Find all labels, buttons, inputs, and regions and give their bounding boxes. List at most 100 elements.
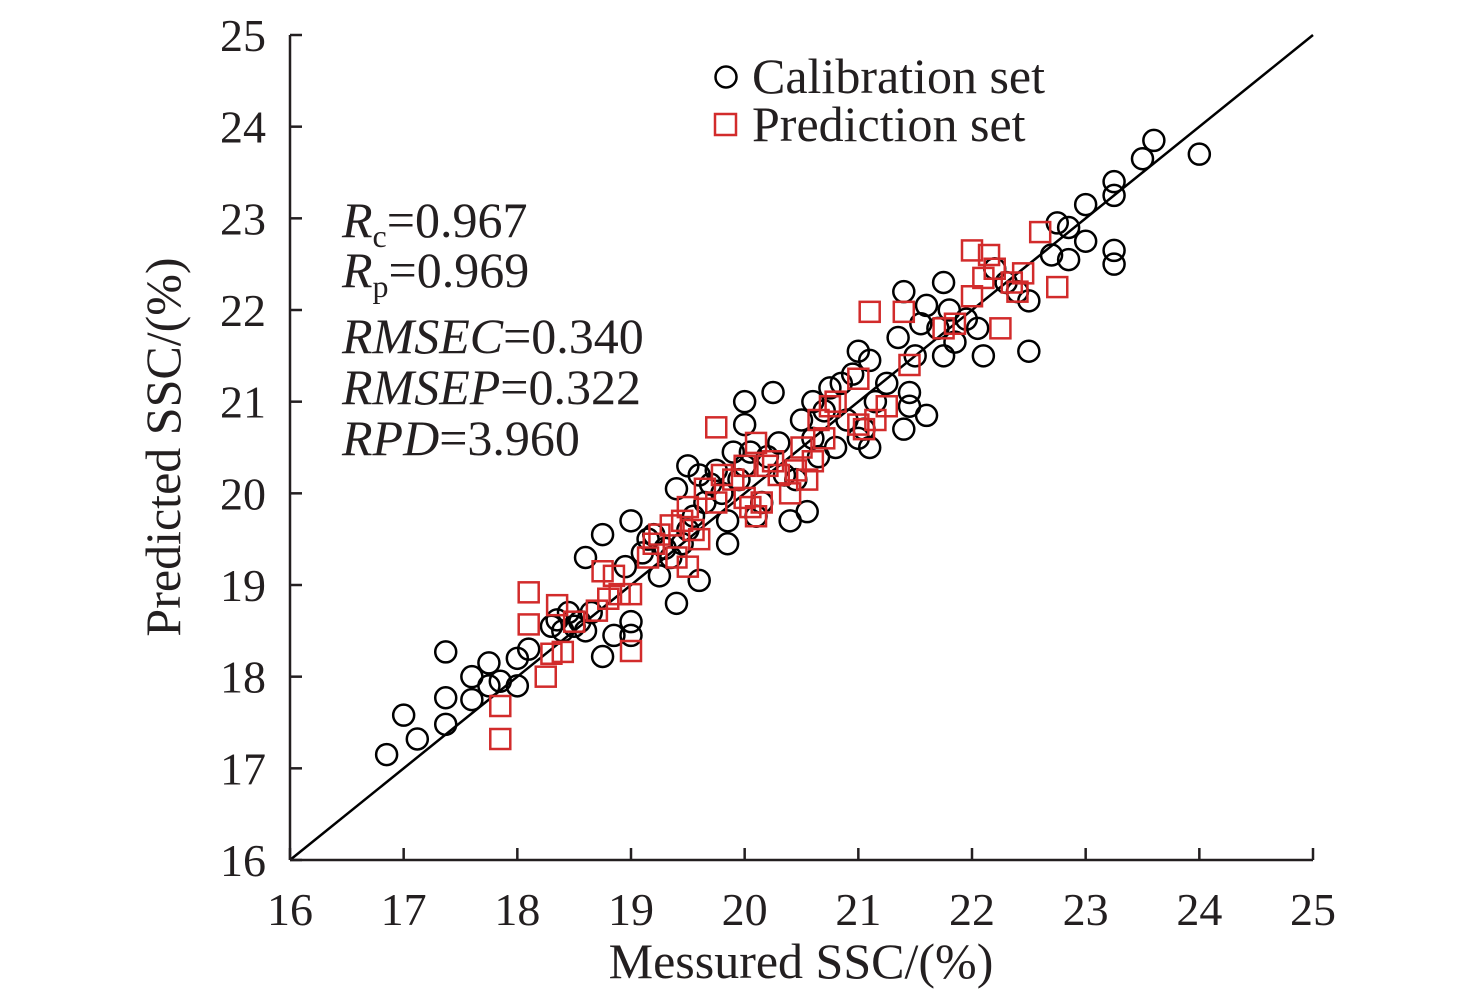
prediction-point [517, 581, 540, 604]
calibration-point [1073, 229, 1098, 253]
prediction-point [932, 317, 955, 340]
calibration-point [965, 316, 990, 341]
stat-rmsec: RMSEC=0.340 [341, 308, 644, 364]
points-layer [374, 128, 1212, 767]
x-axis-title: Messured SSC/(%) [609, 933, 994, 989]
calibration-point [619, 623, 643, 648]
prediction-point [733, 454, 756, 478]
prediction-point [795, 468, 819, 491]
y-tick-label: 24 [220, 102, 266, 153]
stat-rmsep: RMSEP=0.322 [341, 359, 641, 415]
reference-line-layer [289, 34, 1314, 861]
prediction-point [619, 639, 643, 663]
identity-line [289, 34, 1314, 861]
x-tick-label: 16 [267, 884, 313, 935]
calibration-point [433, 686, 458, 710]
prediction-point [676, 555, 700, 578]
stat-rpd: RPD=3.960 [341, 410, 580, 466]
calibration-point [590, 644, 615, 669]
calibration-point [892, 279, 916, 304]
prediction-point [778, 482, 802, 505]
y-tick-label: 19 [220, 560, 266, 611]
calibration-point [1142, 128, 1166, 153]
prediction-point [693, 477, 717, 500]
calibration-point [374, 742, 399, 767]
calibration-point [818, 376, 842, 400]
calibration-point [767, 431, 791, 455]
y-tick-label: 25 [220, 10, 266, 61]
calibration-point [1073, 192, 1098, 217]
x-tick-label: 25 [1290, 884, 1336, 935]
y-axis-title: Predicted SSC/(%) [135, 257, 191, 636]
y-tick-label: 18 [220, 652, 266, 703]
calibration-point [545, 608, 569, 632]
calibration-point [931, 270, 956, 295]
calibration-point [433, 640, 458, 664]
prediction-point [597, 587, 620, 610]
prediction-point [687, 527, 711, 551]
prediction-point [659, 514, 683, 537]
prediction-point [858, 300, 881, 324]
prediction-point [489, 694, 512, 718]
stat-rp: Rp=0.969 [341, 242, 529, 304]
prediction-point [744, 505, 768, 528]
prediction-point [722, 468, 745, 491]
calibration-point [1102, 238, 1126, 263]
calibration-point [1056, 215, 1081, 240]
prediction-point [989, 317, 1012, 340]
calibration-point [840, 362, 865, 386]
calibration-point [405, 727, 430, 751]
calibration-point [931, 344, 956, 368]
calibration-point [943, 330, 967, 354]
prediction-point [710, 463, 734, 487]
calibration-point [647, 564, 672, 588]
calibration-point [460, 687, 484, 712]
calibration-point [875, 371, 899, 396]
statistics-annotation: Rc=0.967 Rp=0.969 RMSEC=0.340 RMSEP=0.32… [341, 192, 644, 466]
calibration-point [886, 325, 910, 350]
prediction-point [812, 427, 836, 450]
prediction-point [1028, 220, 1052, 244]
calibration-point [664, 591, 689, 616]
calibration-point [391, 703, 416, 727]
calibration-point [795, 499, 819, 524]
calibration-point [789, 408, 814, 432]
axes-layer [288, 35, 1313, 862]
legend-label-calibration: Calibration set [752, 48, 1045, 104]
prediction-point [807, 408, 830, 432]
calibration-point [670, 532, 694, 556]
x-tick-label: 24 [1176, 884, 1222, 935]
prediction-point [1011, 262, 1035, 285]
calibration-point [1102, 183, 1126, 208]
prediction-point [960, 285, 984, 308]
prediction-point [585, 599, 609, 622]
calibration-point [732, 412, 757, 437]
prediction-point [977, 243, 1001, 267]
calibration-point [732, 454, 757, 478]
calibration-point [602, 623, 626, 648]
prediction-point [847, 367, 870, 390]
prediction-point [983, 257, 1006, 280]
calibration-point [721, 440, 746, 464]
calibration-point [433, 712, 458, 737]
calibration-point [857, 435, 882, 460]
calibration-point [1056, 247, 1081, 272]
prediction-point [943, 312, 967, 335]
x-tick-label: 18 [494, 884, 540, 935]
prediction-point [608, 582, 631, 606]
prediction-point [619, 582, 643, 606]
prediction-point [892, 300, 916, 324]
legend: Calibration set Prediction set [713, 48, 1045, 152]
calibration-point [664, 477, 689, 501]
y-tick-label: 20 [220, 468, 266, 519]
prediction-point [1046, 275, 1069, 299]
calibration-point [687, 568, 711, 593]
series-prediction [489, 220, 1069, 751]
prediction-point [801, 450, 825, 473]
x-tick-label: 23 [1063, 884, 1109, 935]
x-tick-label: 22 [949, 884, 995, 935]
calibration-point [477, 651, 501, 675]
legend-label-prediction: Prediction set [752, 96, 1026, 152]
prediction-point [551, 640, 575, 664]
prediction-point [898, 353, 921, 377]
